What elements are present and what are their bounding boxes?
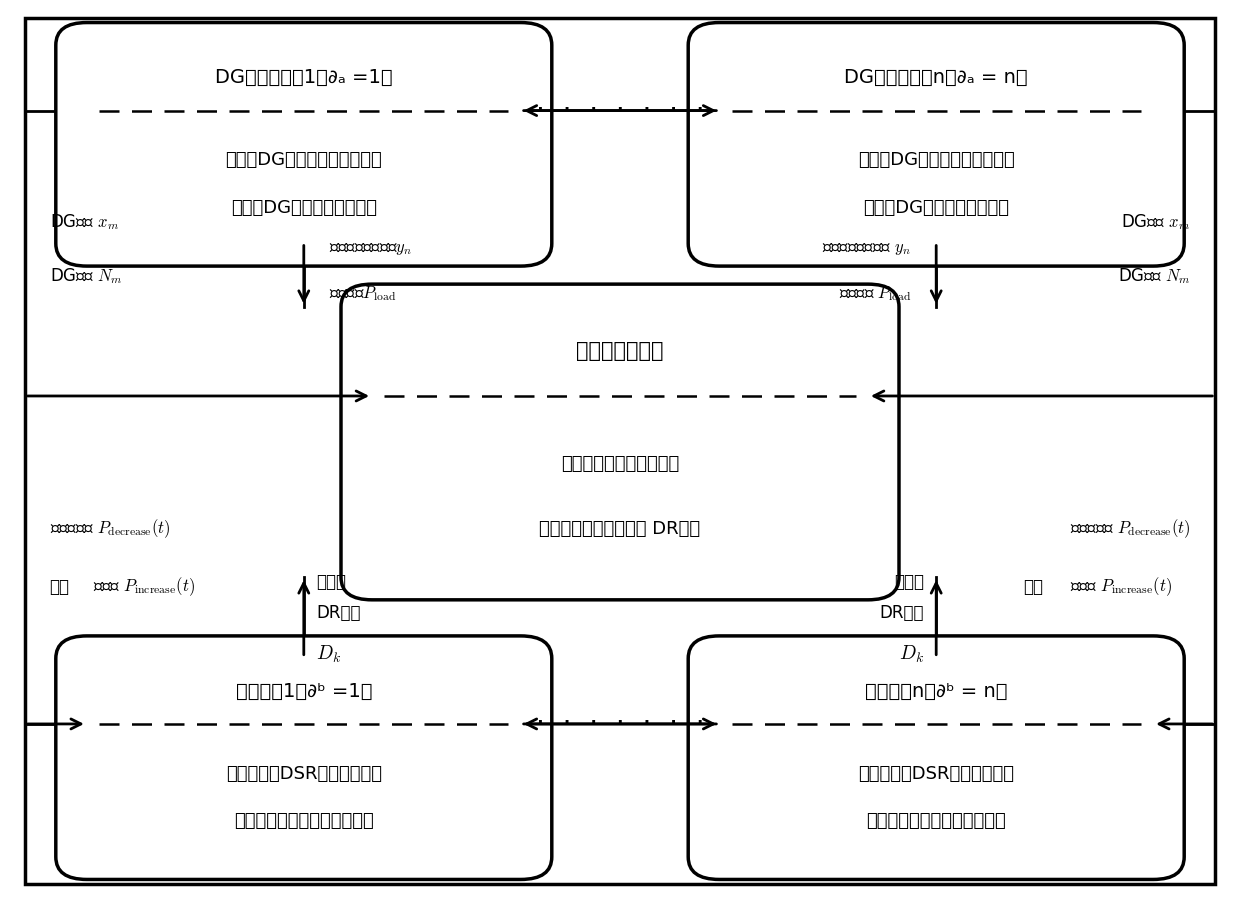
Text: 决策：DG的安装位置及容量: 决策：DG的安装位置及容量	[231, 198, 377, 216]
FancyBboxPatch shape	[688, 636, 1184, 879]
Text: 电力用户1（∂ᵇ =1）: 电力用户1（∂ᵇ =1）	[236, 682, 372, 701]
Text: 增加: 增加	[50, 578, 69, 596]
Text: 线路升级后的网架 $y_n$: 线路升级后的网架 $y_n$	[822, 239, 911, 257]
Text: ·  ·  ·  ·  ·  ·  ·: · · · · · · ·	[536, 710, 704, 738]
Text: DR容量: DR容量	[879, 604, 924, 622]
Text: 决策：线路升级方案及 DR容量: 决策：线路升级方案及 DR容量	[539, 520, 701, 538]
Text: DG位置 $x_m$: DG位置 $x_m$	[1121, 212, 1190, 232]
Text: 目标：参与DSR后的收益最大: 目标：参与DSR后的收益最大	[858, 765, 1014, 783]
Text: DG投资运营商1（∂ₐ =1）: DG投资运营商1（∂ₐ =1）	[215, 69, 393, 87]
Text: 目标：DG投资运营的效益最大: 目标：DG投资运营的效益最大	[226, 152, 382, 170]
Text: 增加: 增加	[1023, 578, 1043, 596]
Text: 决策：各时刻增减的有功负荷: 决策：各时刻增减的有功负荷	[867, 812, 1006, 830]
Text: 目标：参与DSR后的收益最大: 目标：参与DSR后的收益最大	[226, 765, 382, 783]
Text: DG容量 $N_m$: DG容量 $N_m$	[50, 266, 123, 286]
Text: 的有功 $P_{\mathrm{increase}}(t)$: 的有功 $P_{\mathrm{increase}}(t)$	[93, 575, 195, 598]
Text: 决策：各时刻增减的有功负荷: 决策：各时刻增减的有功负荷	[234, 812, 373, 830]
Text: 目标：配电网总效益最大: 目标：配电网总效益最大	[560, 455, 680, 473]
Text: 减少的有功 $P_{\mathrm{decrease}}(t)$: 减少的有功 $P_{\mathrm{decrease}}(t)$	[1070, 517, 1190, 539]
Text: 等效负荷 $P_{\mathrm{load}}$: 等效负荷 $P_{\mathrm{load}}$	[838, 284, 911, 302]
FancyBboxPatch shape	[56, 23, 552, 266]
Text: 决策：DG的安装位置及容量: 决策：DG的安装位置及容量	[863, 198, 1009, 216]
Text: 减少的有功 $P_{\mathrm{decrease}}(t)$: 减少的有功 $P_{\mathrm{decrease}}(t)$	[50, 517, 170, 539]
FancyBboxPatch shape	[56, 636, 552, 879]
Text: $D_k$: $D_k$	[899, 643, 924, 665]
Text: 目标：DG投资运营的效益最大: 目标：DG投资运营的效益最大	[858, 152, 1014, 170]
Text: DG容量 $N_m$: DG容量 $N_m$	[1117, 266, 1190, 286]
Text: 配网投资运营商: 配网投资运营商	[577, 341, 663, 362]
Text: 电力用户n（∂ᵇ = n）: 电力用户n（∂ᵇ = n）	[866, 682, 1007, 701]
FancyBboxPatch shape	[688, 23, 1184, 266]
FancyBboxPatch shape	[341, 284, 899, 600]
Text: 各节点: 各节点	[316, 573, 346, 591]
Text: 线路升级后的网架$y_n$: 线路升级后的网架$y_n$	[329, 239, 412, 257]
Text: 的有功 $P_{\mathrm{increase}}(t)$: 的有功 $P_{\mathrm{increase}}(t)$	[1070, 575, 1172, 598]
Text: DG投资运营商n（∂ₐ = n）: DG投资运营商n（∂ₐ = n）	[844, 69, 1028, 87]
Text: ·  ·  ·  ·  ·  ·  ·: · · · · · · ·	[536, 97, 704, 124]
Text: $D_k$: $D_k$	[316, 643, 341, 665]
Text: DG位置 $x_m$: DG位置 $x_m$	[50, 212, 119, 232]
Text: DR容量: DR容量	[316, 604, 361, 622]
Text: 等效负荷$P_{\mathrm{load}}$: 等效负荷$P_{\mathrm{load}}$	[329, 284, 396, 302]
Text: 各节点: 各节点	[894, 573, 924, 591]
